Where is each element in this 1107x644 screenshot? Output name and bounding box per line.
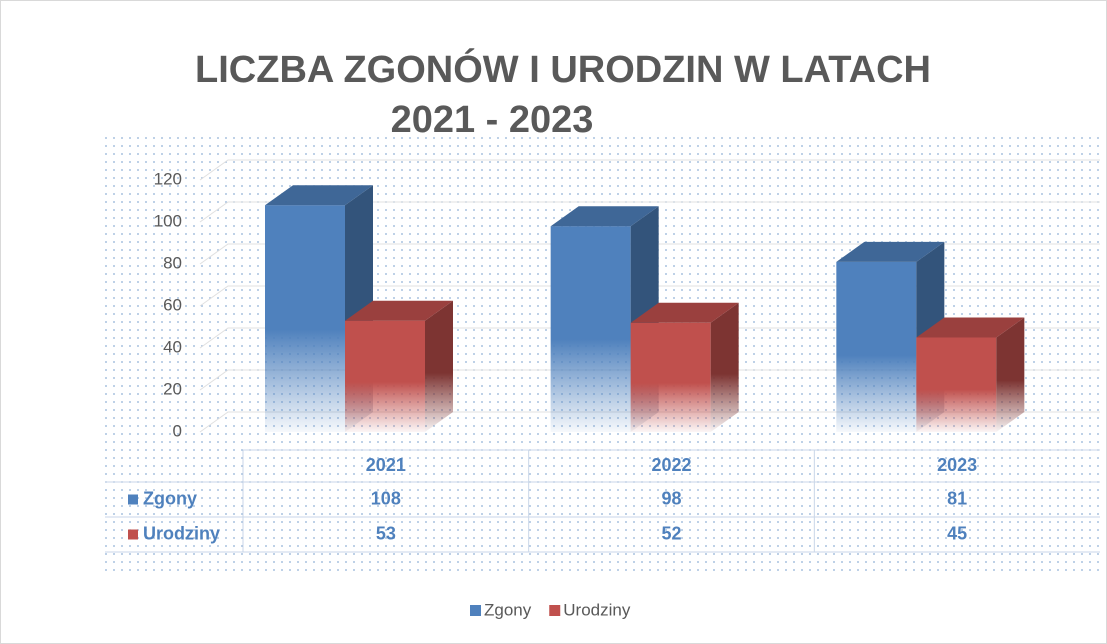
grid-line [199,411,1100,433]
bar-front [265,205,345,432]
table-legend-swatch [128,529,138,540]
bar-top [916,317,1025,338]
table-cell: 81 [947,488,967,508]
y-tick-label: 60 [163,295,182,314]
bar [345,300,453,432]
grid-line [199,285,1100,307]
bar-top [550,206,659,227]
table-cell: 98 [661,488,681,508]
table-header: 2022 [651,455,691,475]
grid-line [199,201,1100,223]
y-tick-label: 120 [154,169,182,188]
y-tick-label: 0 [173,421,182,440]
bar-front [630,322,711,432]
bar-top [630,302,739,323]
bar-side [996,317,1025,432]
chart-title: LICZBA ZGONÓW I URODZIN W LATACH [195,47,931,91]
table-legend-swatch [128,494,138,505]
y-tick-label: 40 [163,337,182,356]
bar-top [265,185,373,206]
bar [630,302,739,432]
legend-swatch [470,605,481,616]
bar-top [836,241,945,262]
legend-label: Urodziny [563,600,631,619]
grid-line [199,327,1100,349]
bar [265,185,373,432]
table-cell: 53 [376,523,396,543]
bar-front [345,320,425,432]
grid-line [199,369,1100,391]
table-row-label: Zgony [143,488,197,508]
bar-front [836,261,917,432]
bar-top [345,300,453,321]
bar-side [425,300,453,432]
table-cell: 45 [947,523,967,543]
table-cell: 52 [661,523,681,543]
y-tick-label: 20 [163,379,182,398]
y-tick-label: 100 [154,211,182,230]
legend-swatch [549,605,561,616]
legend-label: Zgony [484,600,532,619]
table-cell: 108 [371,488,401,508]
chart-title: 2021 - 2023 [391,99,594,141]
table-row-label: Urodziny [143,523,220,543]
bar-side [710,302,739,432]
grid-line [199,159,1100,181]
table-header: 2021 [366,455,406,475]
bar [916,317,1025,432]
bar-front [916,337,997,432]
grid-line [199,243,1100,265]
table-header: 2023 [937,455,977,475]
y-tick-label: 80 [163,253,182,272]
bar-front [550,226,631,432]
